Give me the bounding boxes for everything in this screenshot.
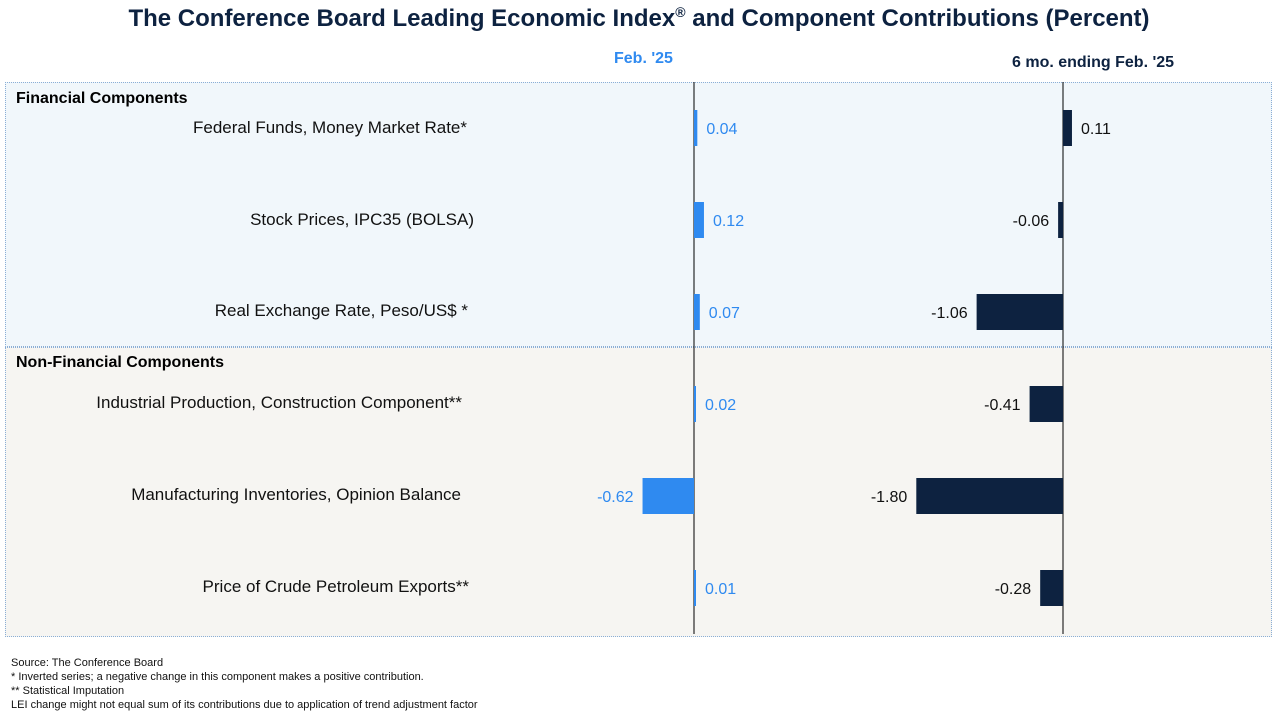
monthly-bar	[694, 294, 700, 330]
monthly-value-label: 0.12	[713, 213, 744, 230]
monthly-value-label: 0.07	[709, 305, 740, 322]
six-month-bar	[916, 478, 1063, 514]
monthly-bar	[642, 478, 694, 514]
six-month-value-label: -0.41	[984, 397, 1021, 414]
footnote-imputation: ** Statistical Imputation	[11, 685, 125, 697]
monthly-column-header: Feb. '25	[614, 50, 673, 67]
six-month-value-label: 0.11	[1081, 121, 1111, 138]
six-month-bar	[1040, 570, 1063, 606]
monthly-value-label: 0.02	[705, 397, 736, 414]
footnotes: Source: The Conference Board * Inverted …	[11, 656, 478, 712]
row-label: Manufacturing Inventories, Opinion Balan…	[131, 485, 461, 504]
row-label: Federal Funds, Money Market Rate*	[192, 118, 467, 137]
chart-title: The Conference Board Leading Economic In…	[0, 4, 1278, 33]
financial-section-title: Financial Components	[16, 90, 188, 107]
registered-mark: ®	[675, 4, 686, 20]
six-month-value-label: -1.06	[931, 305, 968, 322]
footnote-inverted: * Inverted series; a negative change in …	[11, 671, 424, 683]
six-month-bar	[1063, 110, 1072, 146]
monthly-value-label: 0.04	[706, 121, 737, 138]
row-label: Industrial Production, Construction Comp…	[96, 393, 462, 412]
six-month-value-label: -1.80	[871, 489, 908, 506]
footnote-source: Source: The Conference Board	[11, 657, 164, 669]
row-label: Price of Crude Petroleum Exports**	[202, 577, 469, 596]
monthly-value-label: 0.01	[705, 581, 736, 598]
six-month-bar	[976, 294, 1063, 330]
monthly-bar	[694, 386, 696, 422]
monthly-bar	[694, 570, 696, 606]
chart-title-suffix: and Component Contributions (Percent)	[685, 5, 1150, 32]
six-month-value-label: -0.06	[1013, 213, 1050, 230]
six-month-bar	[1058, 202, 1063, 238]
footnote-trend: LEI change might not equal sum of its co…	[11, 699, 478, 711]
chart-title-text: The Conference Board Leading Economic In…	[128, 5, 676, 32]
six-month-column-header: 6 mo. ending Feb. '25	[1012, 54, 1175, 71]
monthly-bar	[694, 110, 698, 146]
six-month-bar	[1029, 386, 1063, 422]
row-label: Real Exchange Rate, Peso/US$ *	[214, 301, 468, 320]
six-month-value-label: -0.28	[995, 581, 1032, 598]
non-financial-section-title: Non-Financial Components	[16, 354, 224, 371]
monthly-value-label: -0.62	[597, 489, 634, 506]
monthly-bar	[694, 202, 704, 238]
row-label: Stock Prices, IPC35 (BOLSA)	[250, 210, 474, 229]
